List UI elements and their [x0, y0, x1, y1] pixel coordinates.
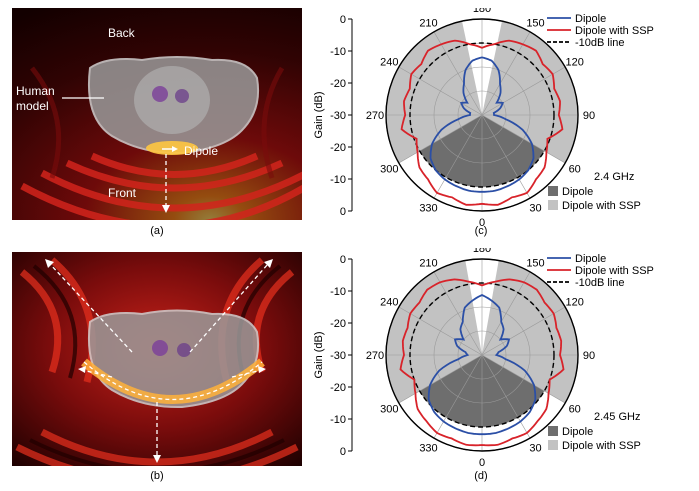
caption-c: (c): [474, 225, 488, 237]
angle-tick-label: 60: [569, 164, 581, 176]
radial-tick-label: -20: [330, 142, 346, 154]
angle-tick-label: 120: [566, 297, 584, 309]
radial-tick-label: -30: [330, 350, 346, 362]
frequency-label: 2.45 GHz: [594, 411, 640, 423]
angle-tick-label: 150: [526, 257, 544, 269]
angle-tick-label: 270: [366, 350, 384, 362]
minus-10db-line: [409, 42, 555, 188]
simulation-image-a: Back Human model Dipole Front: [12, 8, 302, 220]
legend-shade-label: Dipole: [562, 186, 593, 198]
radial-tick-label: -10: [330, 174, 346, 186]
legend-shade-swatch: [548, 200, 558, 210]
angle-tick-label: 120: [566, 57, 584, 69]
caption-a: (a): [150, 225, 164, 237]
ssp-shaded-sector: [386, 260, 482, 403]
grid-spoke: [398, 114, 483, 164]
legend-line-label: Dipole with SSP: [575, 25, 654, 37]
grid-spoke: [398, 354, 483, 404]
radial-tick-label: 0: [340, 14, 346, 26]
angle-tick-label: 300: [380, 404, 398, 416]
radial-tick-label: -10: [330, 414, 346, 426]
label-back: Back: [108, 26, 135, 40]
label-front: Front: [108, 186, 137, 200]
angle-tick-label: 30: [529, 203, 541, 215]
angle-tick-label: 240: [380, 297, 398, 309]
grid-spoke: [481, 66, 566, 116]
radial-tick-label: 0: [340, 254, 346, 266]
radial-tick-label: -20: [330, 318, 346, 330]
angle-tick-label: 0: [479, 457, 485, 469]
legend-line-label: -10dB line: [575, 277, 625, 289]
grid-spoke: [433, 31, 483, 116]
frequency-label: 2.4 GHz: [594, 171, 634, 183]
ssp-series-line: [400, 39, 564, 206]
y-axis-label: Gain (dB): [313, 91, 325, 138]
grid-spoke: [481, 271, 531, 356]
radial-tick-label: 0: [340, 206, 346, 218]
radial-tick-label: -30: [330, 110, 346, 122]
radial-tick-label: -10: [330, 286, 346, 298]
angle-tick-label: 90: [583, 110, 595, 122]
grid-spoke: [433, 354, 483, 439]
angle-tick-label: 90: [583, 350, 595, 362]
legend-shade-swatch: [548, 186, 558, 196]
grid-spoke: [433, 114, 483, 199]
polar-chart-d: 180 150 120 90 60 30 0 330 300 270 240 210 0 -10 -20 -3…: [312, 243, 692, 470]
legend-line-label: Dipole: [575, 253, 606, 265]
angle-tick-label: 180: [473, 8, 491, 15]
ssp-shaded-sector: [482, 260, 578, 403]
grid-spoke: [481, 354, 566, 404]
label-dipole: Dipole: [184, 144, 219, 158]
caption-d: (d): [474, 470, 488, 482]
simulation-image-b: [12, 252, 302, 466]
grid-spoke: [481, 354, 531, 439]
legend-shade-swatch: [548, 440, 558, 450]
legend-shade-swatch: [548, 426, 558, 436]
legend-line-label: -10dB line: [575, 37, 625, 49]
polar-outline: [385, 18, 579, 212]
dipole-series-line: [429, 56, 535, 193]
angle-tick-label: 330: [419, 203, 437, 215]
grid-spoke: [481, 31, 531, 116]
polar-chart-c: 180 150 120 90 60 30 0 330 300 270 240 210 0 -10 -20 -3…: [312, 3, 692, 230]
angle-tick-label: 60: [569, 404, 581, 416]
radial-tick-label: -20: [330, 78, 346, 90]
label-human-model: Human model: [16, 84, 55, 113]
ssp-shaded-sector: [482, 21, 578, 163]
angle-tick-label: 150: [526, 17, 544, 29]
y-axis-label: Gain (dB): [313, 331, 325, 378]
angle-tick-label: 180: [473, 248, 491, 255]
caption-b: (b): [150, 470, 164, 482]
legend-shade-label: Dipole with SSP: [562, 200, 641, 212]
legend-shade-label: Dipole: [562, 426, 593, 438]
angle-tick-label: 300: [380, 164, 398, 176]
minus-10db-line: [409, 282, 555, 428]
radial-tick-label: 0: [340, 446, 346, 458]
angle-tick-label: 330: [419, 443, 437, 455]
grid-spoke: [481, 306, 566, 356]
legend-line-label: Dipole with SSP: [575, 265, 654, 277]
angle-tick-label: 210: [419, 17, 437, 29]
legend-shade-label: Dipole with SSP: [562, 440, 641, 452]
ssp-shaded-sector: [386, 21, 482, 163]
grid-spoke: [481, 114, 566, 164]
angle-tick-label: 30: [529, 443, 541, 455]
radial-tick-label: -10: [330, 46, 346, 58]
ssp-series-line: [399, 278, 565, 447]
angle-tick-label: 240: [380, 57, 398, 69]
angle-tick-label: 210: [419, 257, 437, 269]
grid-spoke: [481, 114, 531, 199]
radial-tick-label: -20: [330, 382, 346, 394]
grid-spoke: [398, 306, 483, 356]
grid-spoke: [433, 271, 483, 356]
polar-outline: [385, 258, 579, 452]
legend-line-label: Dipole: [575, 13, 606, 25]
grid-spoke: [398, 66, 483, 116]
angle-tick-label: 0: [479, 217, 485, 229]
angle-tick-label: 270: [366, 110, 384, 122]
dipole-series-line: [427, 294, 537, 436]
